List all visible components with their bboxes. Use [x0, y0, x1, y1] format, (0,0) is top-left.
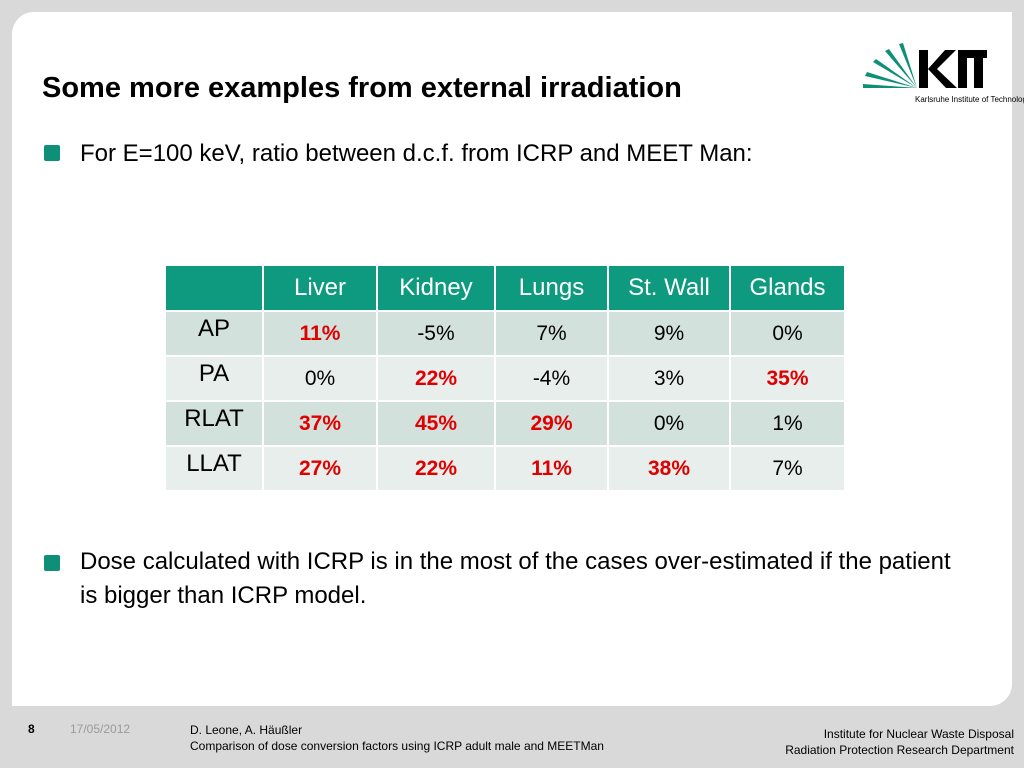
table-cell: -5% [376, 310, 496, 357]
footer-authors: D. Leone, A. Häußler [190, 723, 303, 737]
kit-logo-fan-icon [863, 43, 917, 88]
table-cell: 27% [262, 445, 378, 492]
kit-logo-subtitle: Karlsruhe Institute of Technology [915, 95, 1024, 104]
bullet-icon [44, 145, 60, 161]
table-cell: 45% [376, 400, 496, 447]
table-row-label: PA [164, 355, 264, 402]
table-cell: 0% [729, 310, 846, 357]
table-row: LLAT 27% 22% 11% 38% 7% [164, 445, 846, 492]
kit-logo [863, 43, 987, 88]
table-cell: 35% [729, 355, 846, 402]
table-header-st-wall: St. Wall [607, 264, 731, 312]
footer-department: Radiation Protection Research Department [785, 743, 1014, 757]
table-cell: 22% [376, 355, 496, 402]
slide: Some more examples from external irradia… [12, 12, 1024, 706]
table-cell: 37% [262, 400, 378, 447]
bullet-text-2: Dose calculated with ICRP is in the most… [80, 548, 951, 609]
table-cell: 9% [607, 310, 731, 357]
table-row-label: LLAT [164, 445, 264, 492]
table-header-kidney: Kidney [376, 264, 496, 312]
table-header-glands: Glands [729, 264, 846, 312]
page-number: 8 [28, 722, 35, 736]
table-cell: 7% [729, 445, 846, 492]
table-header-lungs: Lungs [494, 264, 609, 312]
table-cell: 29% [494, 400, 609, 447]
footer-institute: Institute for Nuclear Waste Disposal [823, 727, 1014, 741]
bullet-text-1: For E=100 keV, ratio between d.c.f. from… [80, 140, 753, 167]
table-cell: 7% [494, 310, 609, 357]
table-row-label: RLAT [164, 400, 264, 447]
footer-authors-block: D. Leone, A. Häußler Comparison of dose … [190, 722, 604, 754]
table-cell: 0% [607, 400, 731, 447]
table-row-label: AP [164, 310, 264, 357]
bullet-icon [44, 555, 60, 571]
table-cell: 0% [262, 355, 378, 402]
ratio-table: Liver Kidney Lungs St. Wall Glands AP 11%… [164, 264, 846, 492]
footer-date: 17/05/2012 [70, 722, 131, 736]
table-header-row: Liver Kidney Lungs St. Wall Glands [164, 264, 846, 312]
table-cell: 11% [262, 310, 378, 357]
kit-logo-letters [919, 50, 987, 88]
table-cell: 3% [607, 355, 731, 402]
footer-institute-block: Institute for Nuclear Waste Disposal Rad… [785, 726, 1014, 758]
table-cell: 38% [607, 445, 731, 492]
table-header-liver: Liver [262, 264, 378, 312]
table-cell: 11% [494, 445, 609, 492]
footer-subject: Comparison of dose conversion factors us… [190, 739, 604, 753]
table-cell: 22% [376, 445, 496, 492]
slide-title: Some more examples from external irradia… [42, 72, 682, 104]
table-row: AP 11% -5% 7% 9% 0% [164, 310, 846, 357]
table-cell: -4% [494, 355, 609, 402]
table-header-corner [164, 264, 264, 312]
table-row: PA 0% 22% -4% 3% 35% [164, 355, 846, 402]
table-row: RLAT 37% 45% 29% 0% 1% [164, 400, 846, 447]
table-cell: 1% [729, 400, 846, 447]
